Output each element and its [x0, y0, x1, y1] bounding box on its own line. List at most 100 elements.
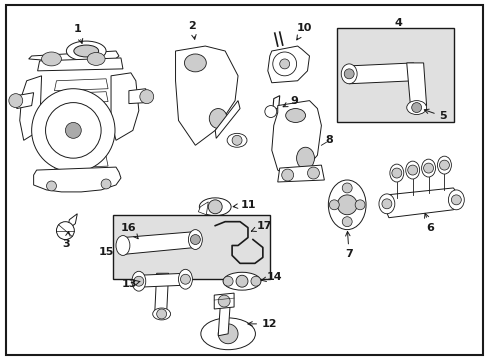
Text: 7: 7	[345, 231, 352, 260]
Text: 5: 5	[424, 109, 447, 121]
Circle shape	[218, 295, 230, 307]
Ellipse shape	[223, 272, 260, 290]
Bar	[113, 215, 269, 279]
Ellipse shape	[184, 54, 206, 72]
Ellipse shape	[188, 230, 202, 249]
Ellipse shape	[116, 235, 130, 255]
Ellipse shape	[421, 159, 435, 177]
Circle shape	[46, 181, 56, 191]
Text: 11: 11	[233, 200, 255, 210]
Text: 3: 3	[62, 231, 70, 249]
Text: 6: 6	[424, 213, 434, 233]
Polygon shape	[54, 92, 108, 104]
Polygon shape	[267, 46, 309, 83]
Ellipse shape	[132, 271, 145, 291]
Circle shape	[232, 135, 242, 145]
Ellipse shape	[226, 133, 246, 147]
Polygon shape	[139, 273, 185, 287]
Text: 4: 4	[394, 18, 402, 28]
Ellipse shape	[447, 190, 463, 210]
Circle shape	[337, 195, 356, 215]
Polygon shape	[54, 156, 108, 168]
Polygon shape	[129, 89, 145, 104]
Polygon shape	[17, 93, 34, 109]
Bar	[337, 28, 453, 122]
Text: 15: 15	[98, 247, 114, 257]
Polygon shape	[38, 58, 122, 71]
Circle shape	[342, 183, 351, 193]
Circle shape	[264, 105, 276, 117]
Circle shape	[281, 169, 293, 181]
Circle shape	[423, 163, 433, 173]
Ellipse shape	[41, 52, 61, 66]
Ellipse shape	[74, 45, 99, 57]
Polygon shape	[215, 100, 240, 138]
Polygon shape	[277, 165, 324, 182]
Polygon shape	[54, 105, 108, 117]
Polygon shape	[218, 305, 230, 336]
Polygon shape	[29, 51, 119, 63]
Ellipse shape	[178, 269, 192, 289]
Text: 12: 12	[247, 319, 277, 329]
Circle shape	[250, 276, 260, 286]
Polygon shape	[34, 167, 121, 192]
Polygon shape	[383, 188, 457, 218]
Circle shape	[236, 275, 247, 287]
Ellipse shape	[152, 308, 170, 320]
Circle shape	[190, 235, 200, 244]
Circle shape	[156, 309, 166, 319]
Circle shape	[208, 200, 222, 214]
Polygon shape	[67, 214, 77, 230]
Polygon shape	[54, 79, 108, 91]
Polygon shape	[198, 202, 208, 215]
Ellipse shape	[406, 100, 426, 114]
Circle shape	[328, 200, 339, 210]
Circle shape	[381, 199, 391, 209]
Circle shape	[342, 217, 351, 227]
Polygon shape	[214, 293, 234, 309]
Text: 13: 13	[121, 279, 140, 289]
Circle shape	[391, 168, 401, 178]
Circle shape	[134, 276, 143, 286]
Polygon shape	[175, 46, 238, 145]
Circle shape	[65, 122, 81, 138]
Circle shape	[32, 89, 115, 172]
Text: 2: 2	[188, 21, 196, 39]
Polygon shape	[20, 76, 41, 140]
Polygon shape	[111, 73, 139, 140]
Ellipse shape	[201, 318, 255, 350]
Circle shape	[223, 276, 233, 286]
Text: 16: 16	[121, 222, 138, 239]
Ellipse shape	[389, 164, 403, 182]
Ellipse shape	[296, 147, 314, 169]
Circle shape	[180, 274, 190, 284]
Text: 17: 17	[251, 221, 272, 231]
Circle shape	[439, 160, 448, 170]
Ellipse shape	[209, 109, 226, 129]
Circle shape	[272, 52, 296, 76]
Circle shape	[101, 179, 111, 189]
Ellipse shape	[87, 53, 105, 66]
Circle shape	[140, 90, 153, 104]
Text: 8: 8	[325, 135, 332, 145]
Polygon shape	[272, 96, 279, 111]
Ellipse shape	[405, 161, 419, 179]
Text: 14: 14	[261, 272, 282, 282]
Text: 9: 9	[283, 96, 298, 107]
Circle shape	[450, 195, 460, 205]
Circle shape	[218, 324, 238, 344]
Circle shape	[9, 94, 22, 108]
Ellipse shape	[199, 198, 231, 216]
Text: 1: 1	[73, 24, 82, 43]
Polygon shape	[406, 63, 426, 109]
Circle shape	[407, 165, 417, 175]
Circle shape	[344, 69, 353, 79]
Polygon shape	[348, 63, 413, 84]
Ellipse shape	[341, 64, 356, 84]
Circle shape	[279, 59, 289, 69]
Polygon shape	[154, 273, 168, 314]
Ellipse shape	[327, 180, 366, 230]
Ellipse shape	[437, 156, 450, 174]
Circle shape	[307, 167, 319, 179]
Ellipse shape	[285, 109, 305, 122]
